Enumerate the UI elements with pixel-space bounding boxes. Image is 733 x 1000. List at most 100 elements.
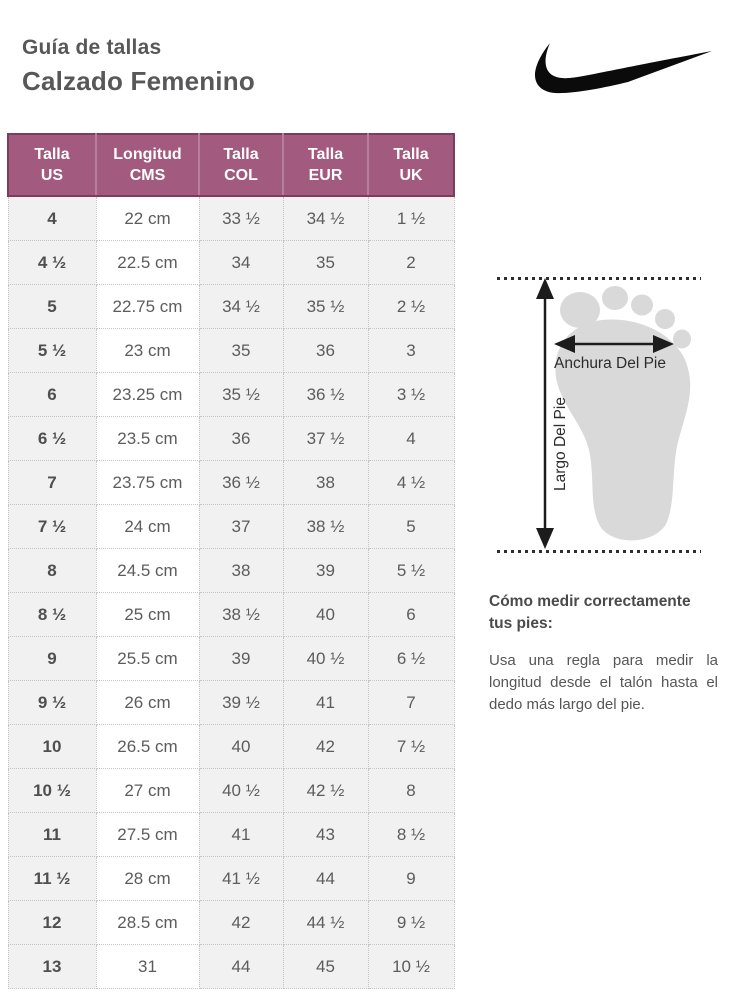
size-cell: 8 ½: [367, 812, 455, 857]
page-title: Guía de tallas Calzado Femenino: [22, 36, 255, 97]
size-cell: 13: [7, 944, 97, 989]
size-cell: 5: [7, 284, 97, 329]
table-row: 9 ½ 26 cm 39 ½ 41 7: [7, 680, 455, 725]
table-row: 8 ½ 25 cm 38 ½ 40 6: [7, 592, 455, 637]
size-cell: 9 ½: [7, 680, 97, 725]
size-cell: 26.5 cm: [95, 724, 200, 769]
size-cell: 25.5 cm: [95, 636, 200, 681]
size-cell: 40: [282, 592, 369, 637]
size-cell: 45: [282, 944, 369, 989]
table-row: 11 ½ 28 cm 41 ½ 44 9: [7, 856, 455, 901]
size-cell: 27.5 cm: [95, 812, 200, 857]
size-cell: 42: [282, 724, 369, 769]
size-cell: 36: [282, 328, 369, 373]
size-cell: 4: [7, 195, 97, 241]
size-cell: 23.75 cm: [95, 460, 200, 505]
size-cell: 8 ½: [7, 592, 97, 637]
size-cell: 4 ½: [367, 460, 455, 505]
size-cell: 36: [198, 416, 284, 461]
size-cell: 8: [367, 768, 455, 813]
size-cell: 40: [198, 724, 284, 769]
size-cell: 40 ½: [282, 636, 369, 681]
size-cell: 7 ½: [367, 724, 455, 769]
size-cell: 24.5 cm: [95, 548, 200, 593]
size-cell: 8: [7, 548, 97, 593]
size-cell: 22.5 cm: [95, 240, 200, 285]
size-cell: 9: [367, 856, 455, 901]
size-cell: 6: [7, 372, 97, 417]
size-cell: 9 ½: [367, 900, 455, 945]
nike-swoosh-icon: [535, 43, 712, 94]
top-dotted-line: [497, 277, 701, 280]
size-cell: 23.25 cm: [95, 372, 200, 417]
column-header-talla-us: Talla US: [7, 133, 97, 197]
size-cell: 4 ½: [7, 240, 97, 285]
size-cell: 35: [198, 328, 284, 373]
column-header-talla-uk: Talla UK: [368, 133, 455, 197]
instructions-body: Usa una regla para medir la longitud des…: [489, 652, 718, 713]
size-cell: 6 ½: [367, 636, 455, 681]
size-cell: 22 cm: [95, 195, 200, 241]
size-cell: 38: [282, 460, 369, 505]
size-cell: 10 ½: [367, 944, 455, 989]
size-cell: 37: [198, 504, 284, 549]
width-arrow: [554, 335, 674, 353]
size-cell: 10: [7, 724, 97, 769]
size-cell: 6: [367, 592, 455, 637]
table-row: 11 27.5 cm 41 43 8 ½: [7, 812, 455, 857]
size-cell: 1 ½: [367, 195, 455, 241]
table-row: 10 26.5 cm 40 42 7 ½: [7, 724, 455, 769]
size-cell: 37 ½: [282, 416, 369, 461]
size-cell: 41 ½: [198, 856, 284, 901]
size-cell: 28.5 cm: [95, 900, 200, 945]
bottom-dotted-line: [497, 550, 701, 553]
size-cell: 12: [7, 900, 97, 945]
size-cell: 42 ½: [282, 768, 369, 813]
size-cell: 34: [198, 240, 284, 285]
size-cell: 39 ½: [198, 680, 284, 725]
table-row: 8 24.5 cm 38 39 5 ½: [7, 548, 455, 593]
footprint-icon: [536, 278, 691, 549]
size-cell: 35 ½: [282, 284, 369, 329]
column-header-longitud-cms: Longitud CMS: [96, 133, 200, 197]
size-cell: 43: [282, 812, 369, 857]
size-cell: 10 ½: [7, 768, 97, 813]
size-cell: 7: [367, 680, 455, 725]
size-cell: 44: [198, 944, 284, 989]
size-cell: 38: [198, 548, 284, 593]
size-cell: 7 ½: [7, 504, 97, 549]
size-cell: 3 ½: [367, 372, 455, 417]
guide-title: Guía de tallas: [22, 36, 162, 59]
size-cell: 5 ½: [367, 548, 455, 593]
foot-measurement-diagram: Anchura Del Pie Largo Del Pie: [490, 262, 714, 562]
size-cell: 11 ½: [7, 856, 97, 901]
size-cell: 39: [282, 548, 369, 593]
table-row: 5 ½ 23 cm 35 36 3: [7, 328, 455, 373]
size-cell: 31: [95, 944, 200, 989]
table-row: 7 23.75 cm 36 ½ 38 4 ½: [7, 460, 455, 505]
size-cell: 28 cm: [95, 856, 200, 901]
size-cell: 38 ½: [198, 592, 284, 637]
size-cell: 2: [367, 240, 455, 285]
size-cell: 3: [367, 328, 455, 373]
size-cell: 41: [198, 812, 284, 857]
size-cell: 44 ½: [282, 900, 369, 945]
size-cell: 35: [282, 240, 369, 285]
instructions-heading: Cómo medir correctamente tus pies:: [489, 593, 691, 632]
size-table-header: Talla US Longitud CMS Talla COL Talla EU…: [7, 133, 455, 197]
size-cell: 33 ½: [198, 195, 284, 241]
size-cell: 25 cm: [95, 592, 200, 637]
size-cell: 9: [7, 636, 97, 681]
size-cell: 27 cm: [95, 768, 200, 813]
table-row: 4 ½ 22.5 cm 34 35 2: [7, 240, 455, 285]
size-cell: 40 ½: [198, 768, 284, 813]
width-label: Anchura Del Pie: [553, 355, 666, 372]
